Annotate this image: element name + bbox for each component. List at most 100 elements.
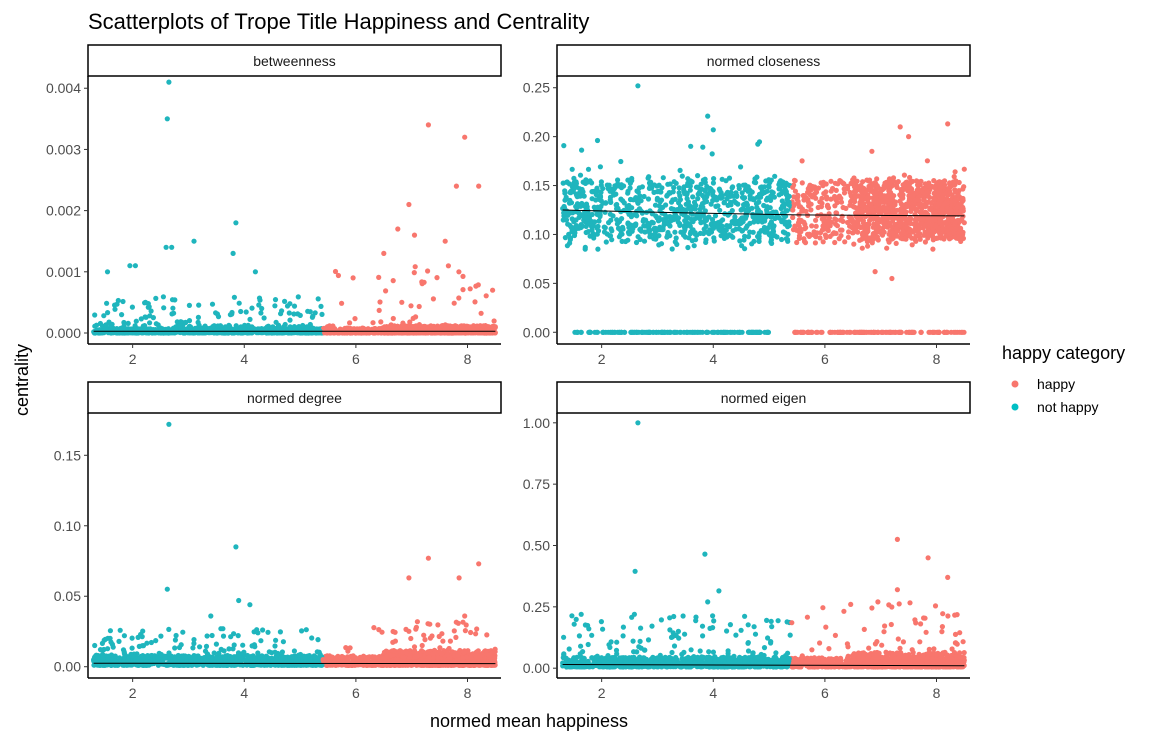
data-point — [256, 302, 262, 308]
data-point — [805, 186, 811, 192]
data-point — [319, 311, 325, 317]
data-point — [160, 294, 166, 300]
data-point — [617, 232, 624, 238]
data-point — [233, 323, 239, 329]
data-point — [756, 329, 763, 335]
data-point — [805, 197, 811, 203]
data-point — [857, 329, 864, 335]
data-point — [918, 216, 924, 222]
data-point — [946, 185, 953, 191]
data-point — [577, 172, 584, 178]
data-point — [879, 232, 886, 238]
data-point — [704, 198, 710, 205]
data-point — [365, 326, 371, 332]
data-point — [638, 228, 645, 234]
data-point — [721, 235, 728, 241]
data-point — [821, 226, 828, 232]
data-point — [483, 293, 489, 299]
outlier-point — [490, 287, 496, 293]
data-point — [341, 328, 347, 334]
data-point — [841, 181, 847, 187]
data-point — [650, 220, 656, 226]
data-point — [347, 320, 353, 326]
data-point — [689, 329, 695, 335]
data-point — [598, 179, 605, 185]
data-point — [598, 189, 604, 195]
data-point — [835, 329, 841, 335]
data-point — [478, 310, 484, 316]
data-point — [560, 180, 566, 186]
data-point — [561, 210, 567, 216]
data-point — [408, 303, 414, 309]
data-point — [921, 197, 927, 203]
data-point — [681, 232, 687, 238]
data-point — [585, 166, 592, 172]
data-point — [684, 329, 690, 335]
data-point — [186, 324, 192, 330]
data-point — [874, 190, 880, 196]
data-point — [456, 269, 462, 275]
data-point — [195, 314, 201, 320]
data-point — [103, 322, 109, 328]
data-point — [577, 186, 583, 192]
outlier-point — [945, 121, 951, 127]
data-point — [900, 229, 906, 235]
data-point — [247, 316, 253, 322]
data-point — [866, 221, 872, 228]
data-point — [786, 219, 792, 225]
data-point — [859, 208, 865, 214]
data-point — [258, 310, 264, 316]
data-point — [618, 196, 624, 202]
data-point — [901, 172, 908, 178]
data-point — [582, 244, 588, 250]
data-point — [710, 225, 717, 231]
data-point — [614, 201, 620, 208]
data-point — [852, 194, 858, 201]
data-point — [841, 190, 848, 196]
data-point — [675, 215, 682, 221]
data-point — [737, 219, 743, 225]
data-point — [668, 199, 675, 205]
data-point — [756, 199, 762, 205]
data-point — [913, 233, 919, 239]
data-point — [656, 242, 662, 248]
data-point — [236, 300, 242, 306]
data-point — [460, 273, 466, 279]
outlier-point — [166, 79, 172, 85]
data-point — [631, 329, 637, 335]
data-point — [820, 183, 826, 189]
data-point — [249, 305, 255, 311]
data-point — [938, 232, 944, 238]
data-point — [594, 329, 600, 335]
data-point — [691, 243, 697, 249]
data-point — [603, 239, 609, 245]
data-point — [768, 193, 774, 199]
data-point — [562, 190, 568, 196]
data-point — [695, 191, 701, 197]
data-point — [679, 173, 685, 179]
data-point — [272, 297, 279, 303]
data-point — [909, 206, 915, 212]
data-point — [448, 324, 454, 330]
data-point — [952, 179, 958, 185]
data-point — [739, 194, 746, 200]
data-point — [961, 166, 967, 172]
data-point — [257, 297, 263, 303]
data-point — [907, 226, 913, 233]
data-point — [940, 179, 946, 185]
data-point — [764, 228, 770, 234]
data-point — [767, 180, 773, 186]
data-point — [960, 208, 966, 214]
data-point — [655, 227, 661, 233]
data-point — [726, 232, 732, 238]
data-point — [897, 222, 904, 229]
data-point — [583, 223, 589, 229]
data-point — [754, 204, 760, 210]
data-point — [584, 204, 590, 210]
data-point — [287, 317, 293, 323]
data-point — [607, 233, 614, 239]
data-point — [607, 197, 613, 203]
data-point — [491, 318, 497, 324]
data-point — [633, 221, 639, 227]
data-point — [607, 329, 613, 335]
